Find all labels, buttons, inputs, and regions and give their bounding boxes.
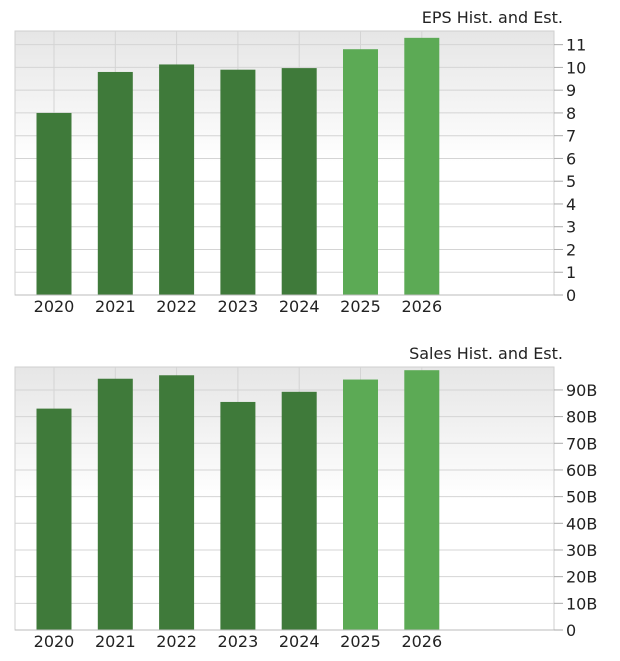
y-tick-label: 40B xyxy=(566,514,597,533)
x-tick-label: 2025 xyxy=(340,632,381,651)
x-tick-label: 2024 xyxy=(279,632,320,651)
bar-2022 xyxy=(159,64,195,295)
y-tick-label: 7 xyxy=(566,127,576,146)
x-tick-label: 2020 xyxy=(34,632,75,651)
y-tick-label: 20B xyxy=(566,568,597,587)
x-tick-label: 2022 xyxy=(156,632,197,651)
y-tick-label: 4 xyxy=(566,195,576,214)
y-tick-label: 80B xyxy=(566,408,597,427)
bar-2020 xyxy=(36,112,72,296)
chart-title: EPS Hist. and Est. xyxy=(422,8,563,27)
y-tick-label: 0 xyxy=(566,286,576,305)
x-tick-label: 2026 xyxy=(401,632,442,651)
bar-2021 xyxy=(97,378,133,630)
y-tick-label: 5 xyxy=(566,172,576,191)
x-tick-label: 2021 xyxy=(95,297,136,316)
x-tick-label: 2020 xyxy=(34,297,75,316)
bar-2020 xyxy=(36,408,72,630)
eps-chart: EPS Hist. and Est. 0 1 2 3 4 5 6 7 8 9 10 11 2020 2021… xyxy=(14,8,586,316)
y-tick-label: 70B xyxy=(566,434,597,453)
y-tick-label: 10B xyxy=(566,594,597,613)
bar-2023 xyxy=(220,401,256,630)
x-tick-label: 2022 xyxy=(156,297,197,316)
x-tick-label: 2025 xyxy=(340,297,381,316)
bar-2021 xyxy=(97,71,133,295)
x-tick-label: 2026 xyxy=(401,297,442,316)
bar-2024 xyxy=(281,68,317,295)
x-tick-label: 2021 xyxy=(95,632,136,651)
bar-2023 xyxy=(220,69,256,295)
x-tick-label: 2023 xyxy=(218,297,259,316)
y-tick-label: 10 xyxy=(566,58,586,77)
x-tick-label: 2023 xyxy=(218,632,259,651)
x-tick-label: 2024 xyxy=(279,297,320,316)
bar-2024 xyxy=(281,391,317,630)
sales-chart: Sales Hist. and Est. 0 10B 20B 30B 40B 50B 60B 7… xyxy=(14,344,597,651)
y-tick-label: 6 xyxy=(566,149,576,168)
y-tick-label: 0 xyxy=(566,621,576,640)
bar-2026 xyxy=(404,37,440,296)
y-tick-label: 50B xyxy=(566,488,597,507)
y-tick-label: 90B xyxy=(566,381,597,400)
bar-2026 xyxy=(404,370,440,630)
bar-2022 xyxy=(159,375,195,630)
y-tick-label: 9 xyxy=(566,81,576,100)
y-tick-label: 1 xyxy=(566,263,576,282)
y-tick-label: 3 xyxy=(566,218,576,237)
y-tick-label: 30B xyxy=(566,541,597,560)
bar-2025 xyxy=(343,49,378,296)
bar-2025 xyxy=(343,379,378,630)
y-tick-label: 8 xyxy=(566,104,576,123)
chart-title: Sales Hist. and Est. xyxy=(409,344,563,363)
y-tick-label: 2 xyxy=(566,240,576,259)
y-tick-label: 60B xyxy=(566,461,597,480)
y-tick-label: 11 xyxy=(566,36,586,55)
